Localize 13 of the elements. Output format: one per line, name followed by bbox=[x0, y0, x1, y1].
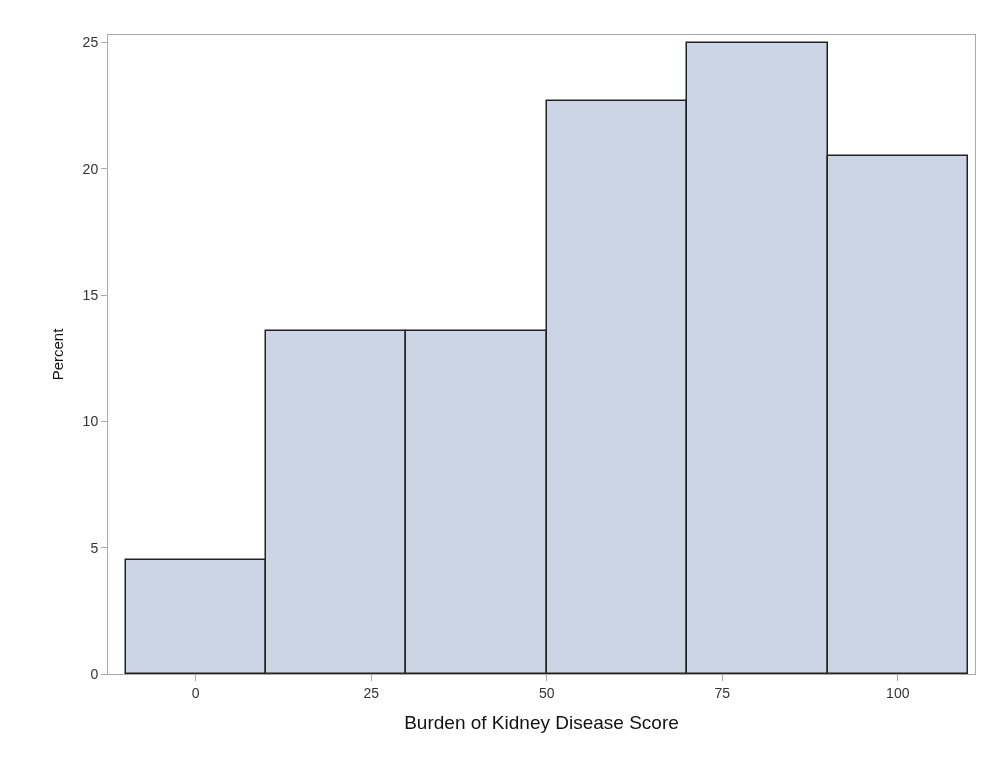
y-tick-label: 20 bbox=[82, 160, 99, 177]
y-tick-label: 15 bbox=[82, 287, 99, 304]
y-tick-label: 5 bbox=[90, 539, 99, 556]
y-tick-label: 25 bbox=[82, 34, 99, 51]
y-axis-title: Percent bbox=[48, 327, 66, 381]
x-tick-label: 100 bbox=[886, 684, 910, 701]
x-tick-label: 75 bbox=[714, 684, 731, 701]
x-tick-label: 0 bbox=[191, 684, 200, 701]
y-tick-label: 0 bbox=[90, 665, 99, 682]
x-tick-label: 50 bbox=[538, 684, 555, 701]
y-tick-label: 10 bbox=[82, 413, 99, 430]
x-tick-label: 25 bbox=[363, 684, 380, 701]
x-axis-title: Burden of Kidney Disease Score bbox=[404, 711, 679, 733]
